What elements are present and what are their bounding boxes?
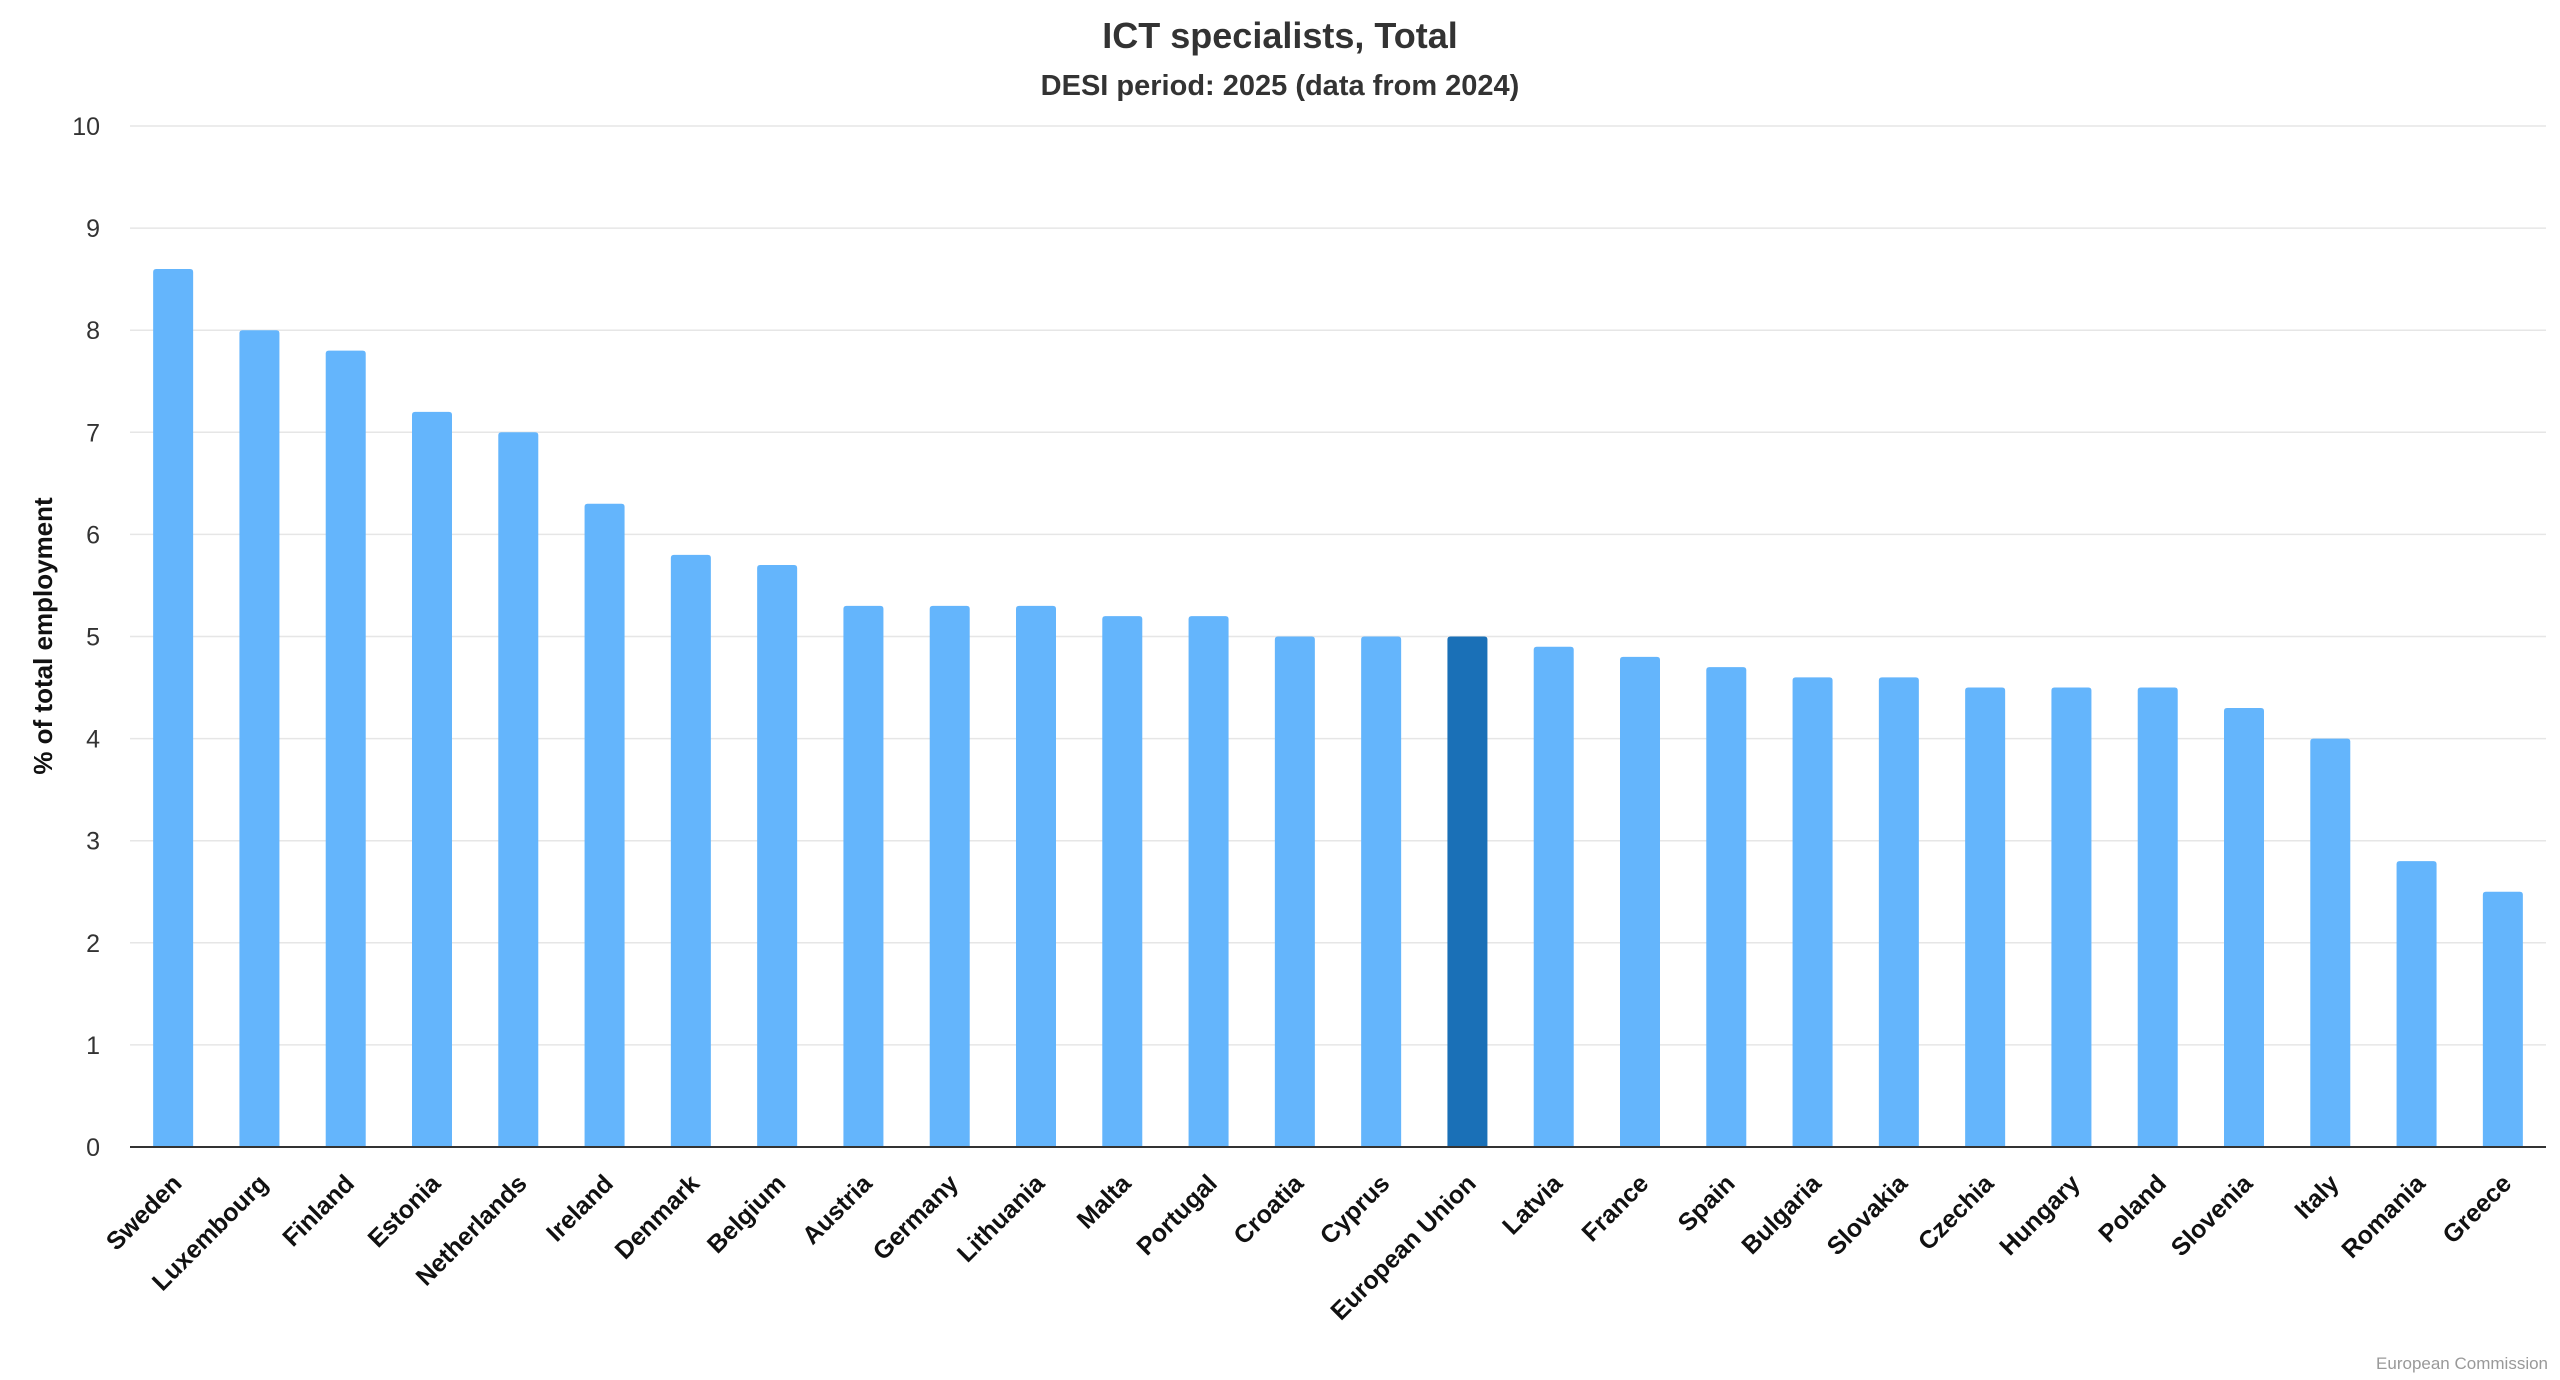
chart-title: ICT specialists, Total bbox=[1102, 15, 1457, 56]
bar-greece[interactable] bbox=[2482, 891, 2523, 1147]
bar-luxembourg[interactable] bbox=[239, 330, 280, 1147]
y-tick-label: 10 bbox=[72, 113, 100, 141]
x-tick-label: Spain bbox=[1673, 1169, 1741, 1237]
chart-subtitle: DESI period: 2025 (data from 2024) bbox=[1041, 70, 1520, 102]
x-tick-label: Hungary bbox=[1994, 1169, 2086, 1261]
x-tick-label: Czechia bbox=[1913, 1169, 2000, 1256]
credits-label: European Commission bbox=[2376, 1354, 2548, 1373]
x-tick-label: European Union bbox=[1325, 1169, 1481, 1325]
bar-netherlands[interactable] bbox=[498, 432, 539, 1147]
bar-france[interactable] bbox=[1620, 656, 1660, 1147]
x-tick-label: Italy bbox=[2289, 1169, 2344, 1224]
bar-finland[interactable] bbox=[325, 350, 366, 1147]
x-tick-label: Finland bbox=[277, 1169, 360, 1252]
bar-belgium[interactable] bbox=[757, 565, 798, 1147]
gridlines bbox=[130, 125, 2546, 1046]
y-tick-label: 0 bbox=[86, 1134, 100, 1162]
bar-european-union[interactable] bbox=[1447, 636, 1488, 1148]
x-tick-label: Austria bbox=[797, 1169, 878, 1250]
bar-sweden[interactable] bbox=[153, 268, 194, 1147]
x-tick-label: Portugal bbox=[1131, 1169, 1223, 1261]
bar-spain[interactable] bbox=[1706, 667, 1747, 1147]
x-tick-label: Croatia bbox=[1228, 1169, 1309, 1250]
bar-ireland[interactable] bbox=[584, 503, 625, 1147]
bar-slovenia[interactable] bbox=[2224, 707, 2264, 1147]
x-tick-label: France bbox=[1576, 1169, 1654, 1247]
y-tick-label: 3 bbox=[86, 828, 100, 856]
y-tick-label: 5 bbox=[86, 624, 100, 652]
y-tick-label: 6 bbox=[86, 521, 100, 549]
y-tick-label: 7 bbox=[86, 419, 100, 447]
bar-malta[interactable] bbox=[1102, 616, 1143, 1147]
x-tick-label: Cyprus bbox=[1315, 1169, 1396, 1250]
bar-poland[interactable] bbox=[2137, 687, 2178, 1147]
bar-estonia[interactable] bbox=[412, 411, 452, 1147]
bar-slovakia[interactable] bbox=[1878, 677, 1919, 1147]
y-tick-label: 2 bbox=[86, 930, 100, 958]
y-tick-label: 8 bbox=[86, 317, 100, 345]
bar-denmark[interactable] bbox=[670, 554, 711, 1147]
bar-croatia[interactable] bbox=[1274, 636, 1315, 1148]
bar-bulgaria[interactable] bbox=[1792, 677, 1833, 1147]
x-tick-label: Greece bbox=[2437, 1169, 2517, 1249]
bar-romania[interactable] bbox=[2396, 861, 2437, 1147]
y-tick-label: 1 bbox=[86, 1032, 100, 1060]
x-tick-label: Belgium bbox=[702, 1169, 792, 1259]
x-tick-label: Denmark bbox=[610, 1169, 706, 1265]
x-tick-label: Malta bbox=[1072, 1169, 1138, 1235]
x-tick-label: Bulgaria bbox=[1736, 1169, 1827, 1260]
y-axis-ticks: 0 1 2 3 4 5 6 7 8 9 10 bbox=[72, 113, 100, 1162]
bar-latvia[interactable] bbox=[1533, 646, 1574, 1147]
x-tick-label: Latvia bbox=[1497, 1169, 1569, 1241]
x-tick-label: Romania bbox=[2336, 1169, 2431, 1264]
bar-cyprus[interactable] bbox=[1361, 636, 1402, 1148]
bar-series bbox=[153, 268, 2523, 1148]
bar-portugal[interactable] bbox=[1188, 616, 1229, 1147]
x-tick-label: Estonia bbox=[363, 1169, 447, 1253]
bar-hungary[interactable] bbox=[2051, 687, 2092, 1147]
bar-italy[interactable] bbox=[2310, 738, 2351, 1147]
x-tick-label: Sweden bbox=[101, 1169, 188, 1256]
y-tick-label: 4 bbox=[86, 726, 100, 754]
x-tick-label: Slovenia bbox=[2166, 1169, 2259, 1262]
bar-lithuania[interactable] bbox=[1016, 605, 1056, 1147]
bar-czechia[interactable] bbox=[1965, 687, 2006, 1147]
x-tick-label: Slovakia bbox=[1822, 1169, 1914, 1261]
y-tick-label: 9 bbox=[86, 215, 100, 243]
y-axis-title: % of total employment bbox=[28, 497, 58, 775]
x-tick-label: Germany bbox=[868, 1169, 965, 1266]
x-tick-label: Poland bbox=[2093, 1169, 2172, 1248]
x-tick-label: Lithuania bbox=[952, 1169, 1051, 1268]
x-tick-label: Ireland bbox=[541, 1169, 619, 1247]
bar-austria[interactable] bbox=[843, 605, 884, 1147]
bar-germany[interactable] bbox=[929, 605, 970, 1147]
